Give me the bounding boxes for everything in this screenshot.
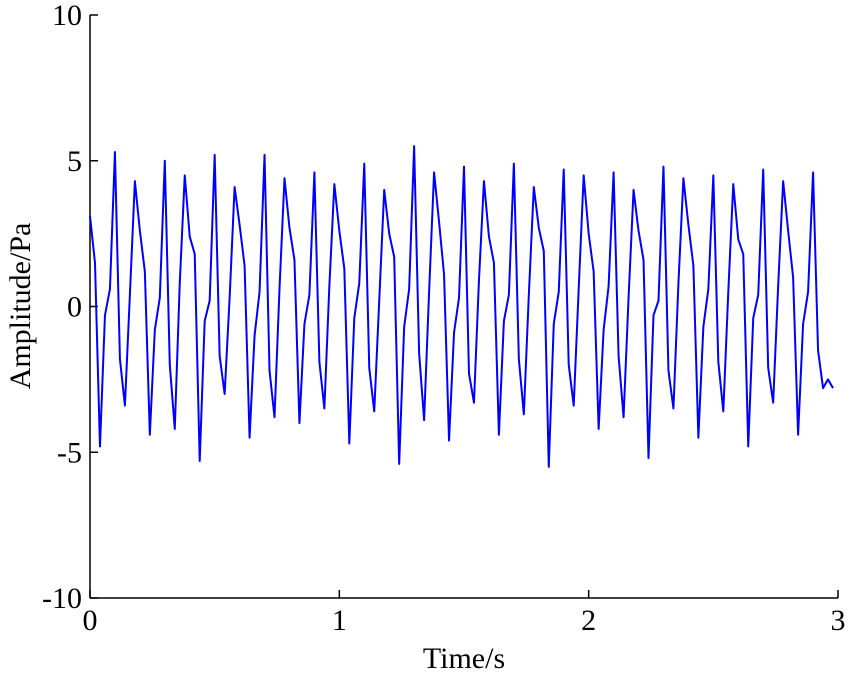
x-tick-label: 0: [83, 604, 98, 637]
y-tick-label: 5: [67, 145, 82, 178]
x-tick-label: 1: [332, 604, 347, 637]
x-tick-label: 2: [581, 604, 596, 637]
y-tick-label: -10: [42, 582, 82, 615]
y-tick-label: 0: [67, 291, 82, 324]
y-tick-label: 10: [52, 0, 82, 32]
line-series: [89, 145, 834, 468]
x-tick-label: 3: [831, 604, 846, 637]
y-axis-label: Amplitude/Pa: [4, 223, 37, 390]
y-tick-label: -5: [57, 436, 82, 469]
x-axis-label: Time/s: [423, 642, 505, 675]
